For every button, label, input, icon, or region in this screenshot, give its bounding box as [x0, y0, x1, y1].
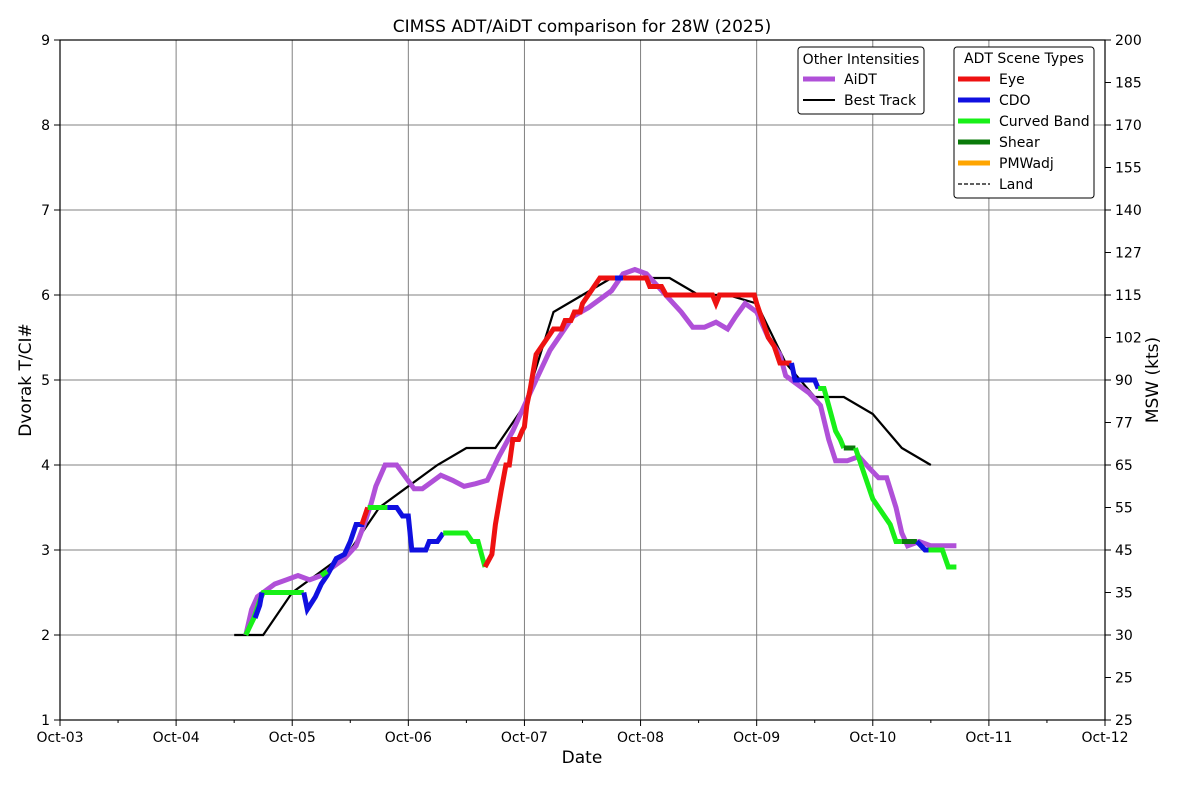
series-curved-band-line — [928, 547, 957, 570]
y-tick-label: 9 — [41, 33, 50, 49]
series-lines — [234, 266, 957, 637]
y2-tick-label: 30 — [1115, 628, 1133, 644]
y-axis-ticks: 1 2 3 4 5 6 7 8 9 — [41, 33, 60, 729]
legend-curved-band-label: Curved Band — [999, 114, 1090, 130]
series-cdo-line — [789, 362, 821, 390]
y2-tick-label: 90 — [1115, 373, 1133, 389]
y2-tick-label: 77 — [1115, 416, 1133, 432]
series-aidt-line — [243, 266, 957, 636]
y2-tick-label: 45 — [1115, 543, 1133, 559]
y2-tick-label: 65 — [1115, 458, 1133, 474]
series-eye-line — [359, 506, 371, 526]
x-tick-label: Oct-08 — [617, 730, 664, 746]
x-tick-label: Oct-03 — [36, 730, 83, 746]
y2-axis-title: MSW (kts) — [1143, 337, 1163, 423]
x-tick-label: Oct-04 — [153, 730, 200, 746]
x-tick-label: Oct-12 — [1081, 730, 1128, 746]
x-tick-label: Oct-09 — [733, 730, 780, 746]
chart-title: CIMSS ADT/AiDT comparison for 28W (2025) — [393, 17, 771, 37]
y2-tick-label: 35 — [1115, 586, 1133, 602]
y2-tick-label: 200 — [1115, 33, 1142, 49]
legend-scene-title: ADT Scene Types — [964, 51, 1084, 67]
y-tick-label: 8 — [41, 118, 50, 134]
series-curved-band-line — [818, 386, 847, 449]
y-tick-label: 3 — [41, 543, 50, 559]
y2-tick-label: 102 — [1115, 331, 1142, 347]
series-cdo-line — [387, 505, 446, 553]
series-cdo-line — [252, 592, 265, 619]
y2-tick-label: 115 — [1115, 288, 1142, 304]
y-tick-label: 2 — [41, 628, 50, 644]
y-tick-label: 7 — [41, 203, 50, 219]
legend-eye-label: Eye — [999, 72, 1025, 88]
y2-tick-label: 25 — [1115, 713, 1133, 729]
legend-cdo-label: CDO — [999, 93, 1031, 109]
series-curved-band-line — [443, 530, 488, 568]
x-axis-title: Date — [562, 748, 603, 768]
y2-tick-label: 170 — [1115, 118, 1142, 134]
x-tick-label: Oct-10 — [849, 730, 896, 746]
x-tick-label: Oct-11 — [965, 730, 1012, 746]
legend-other-box — [797, 46, 925, 115]
series-curved-band-line — [319, 569, 329, 578]
legend-land-label: Land — [999, 177, 1033, 193]
legend-best-track-label: Best Track — [844, 93, 917, 109]
legend-pmwadj-label: PMWadj — [999, 156, 1054, 172]
series-cdo-line — [301, 522, 365, 617]
y2-tick-label: 55 — [1115, 501, 1133, 517]
series-curved-band-line — [853, 447, 902, 544]
series-cdo-line — [915, 539, 929, 553]
y2-axis-ticks: 25 25 30 35 45 55 65 77 90 102 115 127 140 155 170 185 2… — [1105, 33, 1142, 729]
series-eye-line — [482, 275, 615, 569]
x-tick-label: Oct-06 — [385, 730, 432, 746]
x-tick-label: Oct-05 — [269, 730, 316, 746]
legend-other-intensities: Other Intensities AiDT Best Track — [797, 46, 925, 115]
x-tick-label: Oct-07 — [501, 730, 548, 746]
y-tick-label: 1 — [41, 713, 50, 729]
legend-scene-box — [953, 46, 1095, 199]
y2-tick-label: 127 — [1115, 246, 1142, 262]
y-tick-label: 6 — [41, 288, 50, 304]
legend-scene-types: ADT Scene Types Eye CDO Curved Band Shea… — [953, 46, 1095, 199]
y2-tick-label: 140 — [1115, 203, 1142, 219]
y2-tick-label: 185 — [1115, 76, 1142, 92]
legend-aidt-label: AiDT — [844, 72, 877, 88]
y-tick-label: 5 — [41, 373, 50, 389]
y2-tick-label: 25 — [1115, 671, 1133, 687]
y-axis-title: Dvorak T/CI# — [16, 323, 36, 436]
legend-other-title: Other Intensities — [803, 52, 920, 68]
y2-tick-label: 155 — [1115, 161, 1142, 177]
y-tick-label: 4 — [41, 458, 50, 474]
legend-shear-label: Shear — [999, 135, 1040, 151]
x-axis-ticks: Oct-03 Oct-04 Oct-05 Oct-06 Oct-07 Oct-08 Oct-… — [36, 720, 1129, 746]
series-eye-line — [623, 275, 792, 366]
